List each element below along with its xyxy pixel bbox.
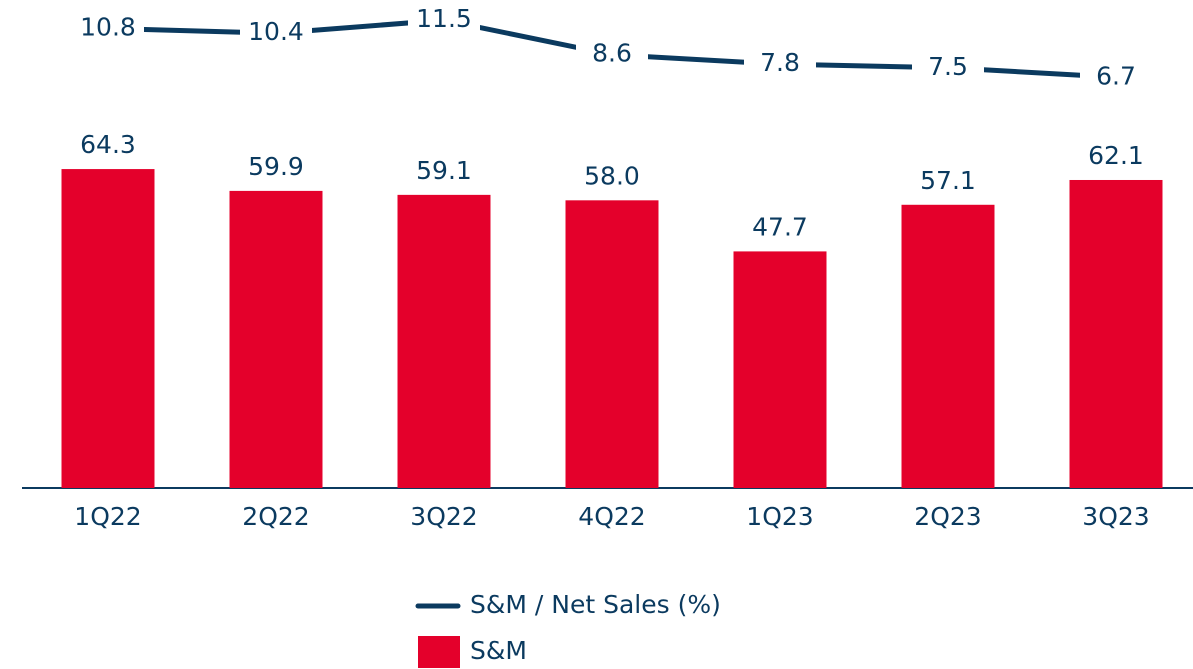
- x-tick-label: 2Q23: [914, 502, 981, 531]
- data-label: 59.1: [416, 156, 472, 185]
- legend-label: S&M / Net Sales (%): [470, 590, 721, 619]
- label-background: [408, 5, 480, 36]
- data-label: 7.8: [760, 48, 800, 77]
- bar: [733, 251, 827, 488]
- bar: [1069, 179, 1163, 488]
- data-label: 58.0: [584, 161, 640, 190]
- label-background: [576, 39, 648, 70]
- bar: [61, 169, 155, 488]
- label-background: [1080, 62, 1152, 93]
- bar: [397, 194, 491, 488]
- data-label: 6.7: [1096, 61, 1136, 90]
- label-background: [240, 18, 312, 49]
- x-tick-label: 2Q22: [242, 502, 309, 531]
- data-label: 59.9: [248, 152, 304, 181]
- legend-swatch: [418, 636, 460, 668]
- x-tick-label: 1Q23: [746, 502, 813, 531]
- legend-label: S&M: [470, 636, 527, 665]
- label-background: [72, 13, 144, 44]
- data-label: 7.5: [928, 52, 968, 81]
- data-label: 62.1: [1088, 141, 1144, 170]
- bar: [565, 200, 659, 488]
- data-label: 47.7: [752, 212, 808, 241]
- data-label: 8.6: [592, 39, 632, 68]
- label-background: [912, 52, 984, 83]
- label-background: [744, 49, 816, 80]
- data-label: 64.3: [80, 130, 136, 159]
- x-tick-label: 1Q22: [74, 502, 141, 531]
- data-label: 10.8: [80, 12, 136, 41]
- x-tick-label: 4Q22: [578, 502, 645, 531]
- bar: [901, 204, 995, 488]
- x-tick-label: 3Q23: [1082, 502, 1149, 531]
- data-label: 11.5: [416, 4, 472, 33]
- data-label: 57.1: [920, 166, 976, 195]
- x-tick-label: 3Q22: [410, 502, 477, 531]
- data-label: 10.4: [248, 17, 304, 46]
- bar: [229, 190, 323, 488]
